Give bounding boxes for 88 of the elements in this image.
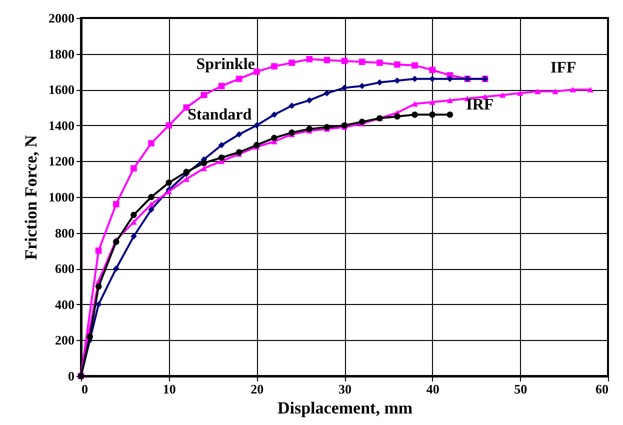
- point: [446, 76, 454, 82]
- point: [306, 126, 313, 132]
- point: [166, 180, 172, 186]
- point: [534, 88, 541, 94]
- x-tick-label: 0: [82, 382, 88, 396]
- point: [358, 58, 366, 66]
- point: [429, 99, 436, 105]
- series-label: Standard: [188, 106, 252, 124]
- point: [218, 154, 225, 161]
- point: [394, 113, 400, 120]
- point: [166, 122, 172, 129]
- point: [130, 219, 137, 225]
- point: [148, 140, 154, 146]
- point: [376, 60, 383, 66]
- point: [183, 176, 190, 182]
- point: [200, 160, 208, 166]
- point: [130, 165, 137, 172]
- series-label: IFF: [550, 60, 577, 77]
- point: [306, 97, 313, 104]
- point: [183, 104, 190, 111]
- point: [254, 122, 260, 129]
- point: [306, 56, 313, 62]
- y-tick-label: 1200: [48, 154, 74, 169]
- y-tick-label: 800: [55, 225, 74, 240]
- x-tick-label: 20: [250, 382, 264, 396]
- x-tick-label: 50: [514, 382, 528, 396]
- point: [446, 112, 454, 118]
- point: [271, 112, 278, 118]
- y-tick-label: 1000: [48, 190, 74, 204]
- x-tick-label: 10: [162, 382, 176, 396]
- point: [394, 61, 400, 68]
- y-tick-label: 1600: [48, 82, 74, 98]
- y-tick-label: 400: [55, 296, 74, 312]
- point: [324, 56, 330, 64]
- y-tick-label: 600: [55, 261, 74, 276]
- point: [552, 88, 558, 94]
- point: [271, 63, 278, 70]
- point: [218, 142, 225, 148]
- point: [376, 79, 383, 86]
- point: [587, 86, 594, 92]
- point: [499, 92, 506, 98]
- point: [95, 283, 102, 290]
- point: [112, 201, 120, 208]
- point: [95, 301, 102, 308]
- point: [236, 131, 242, 138]
- point: [412, 62, 418, 69]
- y-tick-label: 1400: [48, 118, 74, 133]
- y-tick-label: 1800: [48, 46, 74, 62]
- point: [130, 212, 137, 218]
- x-tick-label: 30: [338, 382, 352, 396]
- y-axis-title: Friction Force, N: [22, 134, 40, 260]
- point: [570, 86, 576, 92]
- point: [236, 76, 242, 82]
- point: [200, 92, 208, 98]
- point: [112, 265, 120, 272]
- point: [95, 248, 102, 254]
- point: [412, 76, 418, 82]
- y-tick-label: 2000: [48, 10, 74, 26]
- point: [429, 76, 436, 82]
- point: [254, 142, 260, 148]
- point: [288, 102, 295, 109]
- point: [288, 129, 295, 136]
- point: [394, 77, 400, 84]
- y-tick-label: 0: [68, 368, 74, 384]
- point: [288, 60, 295, 66]
- point: [254, 68, 260, 75]
- x-tick-label: 40: [426, 382, 440, 396]
- x-axis-title: Displacement, mm: [277, 398, 413, 418]
- point: [130, 233, 137, 240]
- x-tick-label: 60: [596, 382, 608, 396]
- point: [271, 134, 278, 142]
- point: [200, 166, 208, 172]
- point: [358, 82, 366, 90]
- point: [429, 66, 436, 74]
- y-tick-label: 200: [55, 332, 74, 348]
- point: [429, 112, 436, 118]
- point: [412, 112, 418, 118]
- point: [86, 333, 93, 340]
- series-label: Sprinkle: [196, 56, 255, 74]
- point: [412, 101, 418, 107]
- point: [446, 98, 454, 104]
- point: [341, 84, 348, 91]
- point: [341, 58, 348, 64]
- point: [517, 90, 524, 96]
- point: [324, 90, 330, 96]
- point: [148, 194, 154, 200]
- series-label: IRF: [466, 96, 494, 114]
- point: [218, 82, 225, 90]
